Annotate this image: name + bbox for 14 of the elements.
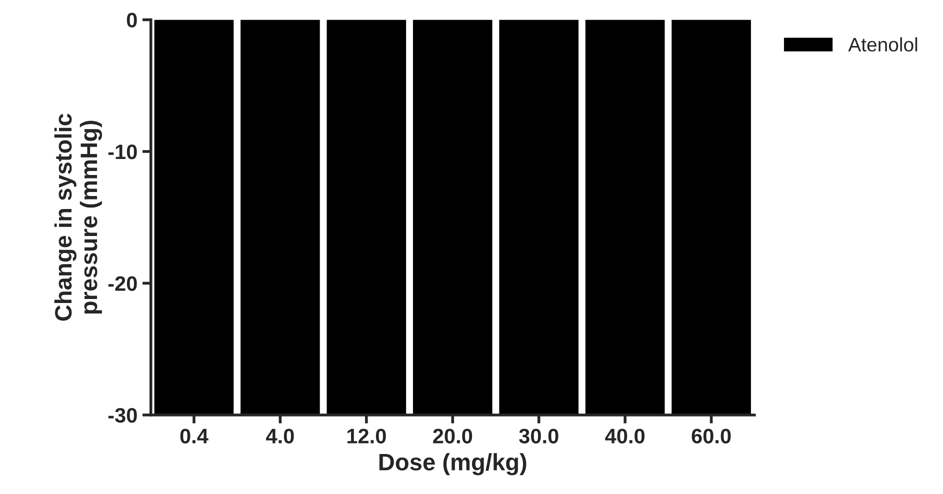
y-tick-label: -30 xyxy=(108,408,137,423)
x-axis-title: Dose (mg/kg) xyxy=(379,453,526,476)
y-tick-label: -10 xyxy=(108,144,137,160)
y-axis-title: Change in systolic pressure (mmHg) xyxy=(54,114,102,321)
x-tick-label: 30.0 xyxy=(519,428,558,444)
x-tick-label: 60.0 xyxy=(692,428,731,444)
x-tick-label: 40.0 xyxy=(605,428,644,444)
y-tick-label: -20 xyxy=(108,276,137,291)
x-tick-label: 20.0 xyxy=(433,428,472,444)
x-tick-label: 12.0 xyxy=(347,428,386,444)
y-tick-label: 0 xyxy=(126,12,137,28)
x-tick-label: 0.4 xyxy=(180,428,208,444)
legend-label: Atenolol xyxy=(848,37,918,52)
x-tick-label: 4.0 xyxy=(266,428,294,444)
